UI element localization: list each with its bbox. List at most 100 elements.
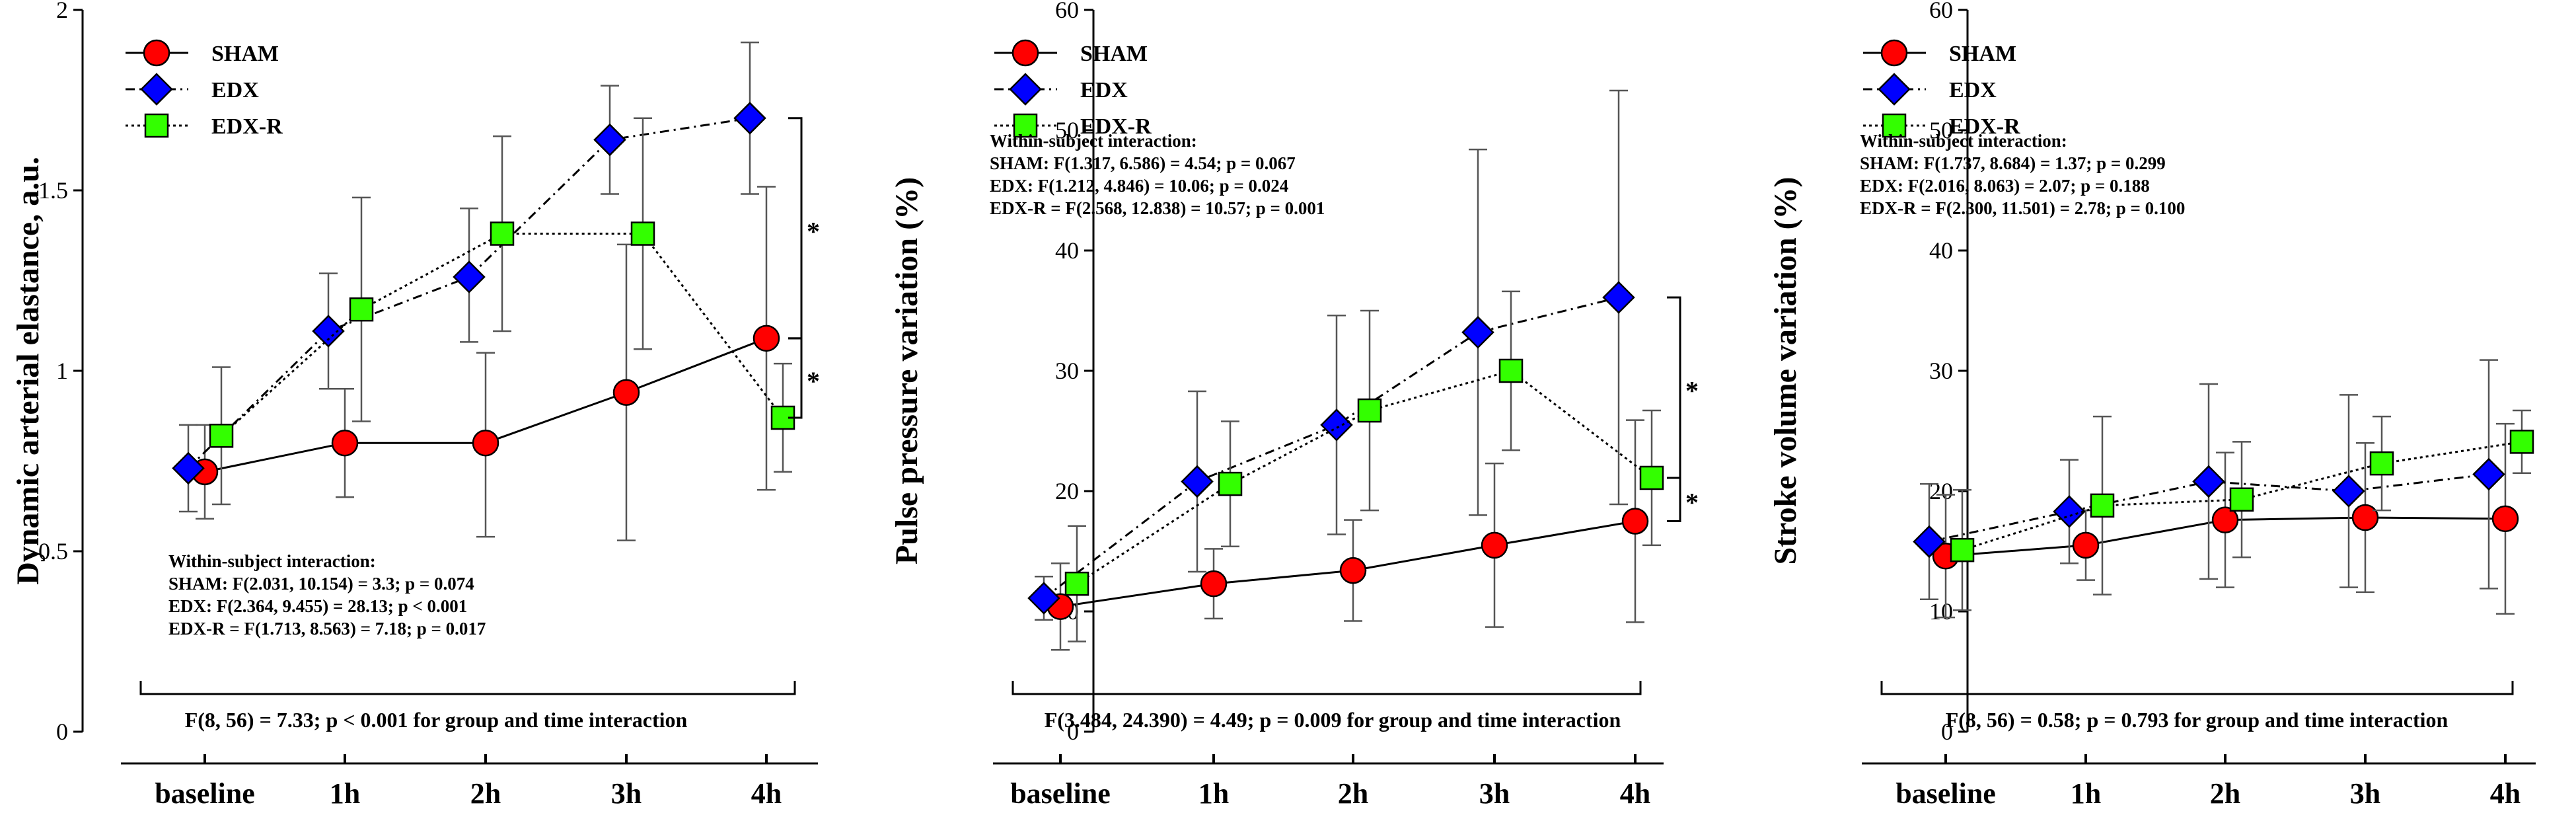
data-point <box>1913 525 1946 559</box>
group-time-bracket <box>139 681 796 695</box>
data-point <box>472 429 499 457</box>
data-point <box>1621 508 1649 535</box>
interaction-stats: Within-subject interaction: SHAM: F(2.031… <box>168 551 486 639</box>
significance-star: * <box>1685 488 1699 518</box>
group-time-bracket <box>1880 681 2514 695</box>
y-tick-label: 40 <box>1055 237 1079 264</box>
series-edx-r <box>209 117 795 506</box>
significance-bracket <box>1667 477 1681 522</box>
legend: SHAM EDX EDX-R <box>1863 39 2020 139</box>
data-point <box>612 379 640 406</box>
legend-label: EDX-R <box>211 114 283 139</box>
significance-star: * <box>807 216 820 246</box>
group-time-stat: F(3.484, 24.390) = 4.49; p = 0.009 for g… <box>1045 708 1621 732</box>
legend-label: EDX-R <box>1949 114 2020 139</box>
data-point <box>1200 570 1228 598</box>
legend-marker <box>144 113 169 138</box>
legend-label: EDX <box>211 78 259 102</box>
data-point <box>2509 430 2534 454</box>
y-tick-label: 50 <box>1929 117 1953 143</box>
y-tick-label: 0.5 <box>38 538 68 564</box>
x-tick-label: 4h <box>751 777 782 810</box>
data-point <box>2192 465 2225 498</box>
interaction-title: Within-subject interaction: <box>1860 131 2067 151</box>
interaction-line: EDX: F(1.212, 4.846) = 10.06; p = 0.024 <box>990 176 1288 196</box>
x-tick-label: 3h <box>1479 777 1510 810</box>
series-edx <box>172 41 766 513</box>
series-line <box>220 233 784 437</box>
data-point <box>2369 451 2394 476</box>
series-line <box>1043 296 1619 600</box>
data-point <box>2491 505 2519 533</box>
y-tick-label: 60 <box>1929 0 1953 23</box>
data-point <box>1218 471 1243 496</box>
significance-bracket <box>788 337 803 419</box>
data-point <box>312 315 345 348</box>
data-point <box>1481 531 1508 559</box>
significance-bracket <box>1667 296 1681 479</box>
legend-marker <box>1880 39 1908 67</box>
chart-panel-3: 0 10 20 30 40 50 60 Stroke volume variation (%)… <box>1768 0 2536 810</box>
series-line <box>187 117 751 469</box>
group-time-stat: F(8, 56) = 0.58; p = 0.793 for group and… <box>1946 708 2448 732</box>
legend-marker <box>1013 113 1038 138</box>
data-point <box>172 451 205 485</box>
significance-star: * <box>807 366 820 396</box>
data-point <box>1181 465 1214 498</box>
x-tick-label: 1h <box>2071 777 2101 810</box>
y-tick-label: 2 <box>56 0 68 23</box>
series-sham <box>1932 422 2519 619</box>
series-sham <box>191 186 780 541</box>
y-tick-label: 30 <box>1929 358 1953 384</box>
series-edx-r <box>1950 409 2534 611</box>
legend-label: SHAM <box>1949 42 2016 66</box>
data-point <box>1027 582 1060 615</box>
y-tick-label: 20 <box>1929 478 1953 504</box>
legend-marker <box>1878 73 1911 106</box>
interaction-title: Within-subject interaction: <box>990 131 1197 151</box>
x-tick-label: 1h <box>330 777 360 810</box>
x-tick-label: 2h <box>470 777 501 810</box>
y-axis-title: Pulse pressure variation (%) <box>889 177 924 564</box>
data-point <box>2211 506 2239 533</box>
data-point <box>2072 531 2100 559</box>
interaction-stats: Within-subject interaction:SHAM: F(1.737… <box>1860 131 2185 218</box>
legend: SHAM EDX EDX-R <box>994 39 1152 139</box>
x-tick-label: baseline <box>1895 777 1996 810</box>
data-point <box>1357 398 1382 423</box>
chart-panel-1: 0 0.5 1 1.5 2 Dynamic arterial elastance, a.u… <box>11 0 820 810</box>
legend-label: EDX-R <box>1080 114 1152 139</box>
data-point <box>2472 457 2505 491</box>
legend-marker <box>1009 73 1042 106</box>
y-tick-label: 60 <box>1055 0 1079 23</box>
data-point <box>2332 475 2365 508</box>
x-tick-label: 4h <box>2490 777 2521 810</box>
data-point <box>593 123 626 157</box>
data-point <box>1602 281 1635 314</box>
x-tick-label: 4h <box>1620 777 1650 810</box>
data-point <box>209 424 234 448</box>
y-tick-label: 30 <box>1055 358 1079 384</box>
y-tick-label: 50 <box>1055 117 1079 143</box>
series-edx <box>1913 359 2505 601</box>
legend-label: EDX <box>1949 78 1997 102</box>
interaction-line: EDX: F(2.016, 8.063) = 2.07; p = 0.188 <box>1860 176 2150 196</box>
data-point <box>453 260 486 293</box>
interaction-line: SHAM: F(2.031, 10.154) = 3.3; p = 0.074 <box>168 574 474 594</box>
data-point <box>733 102 766 135</box>
group-time-bracket <box>1012 681 1642 695</box>
x-tick-label: 3h <box>611 777 642 810</box>
data-point <box>2229 487 2254 512</box>
data-point <box>1064 571 1089 596</box>
chart-panel-2: 0102030405060Pulse pressure variation (%… <box>889 0 1699 810</box>
group-time-stat: F(8, 56) = 7.33; p < 0.001 for group and… <box>185 708 688 732</box>
legend-marker <box>1882 113 1907 138</box>
series-line <box>1929 473 2489 543</box>
series-edx-r <box>1064 290 1664 642</box>
y-tick-label: 20 <box>1055 478 1079 504</box>
legend-marker <box>140 73 173 106</box>
data-point <box>1339 557 1367 584</box>
significance-bracket <box>788 117 803 340</box>
data-point <box>490 221 515 246</box>
